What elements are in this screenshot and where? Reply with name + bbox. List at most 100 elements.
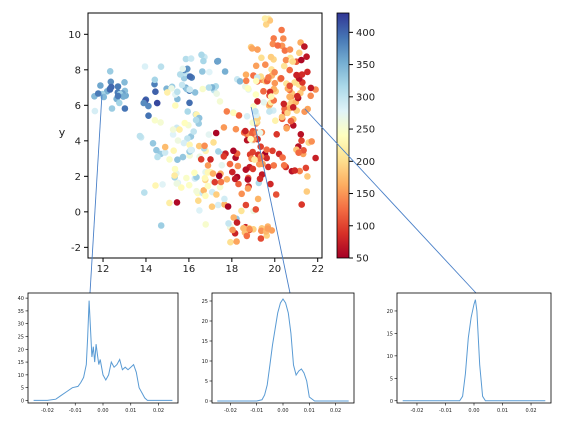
scatter-point xyxy=(263,154,271,162)
scatter-ylabel: y xyxy=(59,126,66,139)
x-tick-label: 22 xyxy=(311,264,324,275)
scatter-point xyxy=(106,86,114,93)
scatter-point xyxy=(179,65,187,73)
scatter-point xyxy=(186,99,193,107)
scatter-point xyxy=(184,108,191,115)
scatter-point xyxy=(223,176,231,183)
scatter-point xyxy=(229,168,236,176)
scatter-point xyxy=(282,56,290,64)
scatter-point xyxy=(154,153,161,161)
scatter-point xyxy=(174,88,181,96)
scatter-point xyxy=(169,131,177,138)
scatter-point xyxy=(283,125,290,132)
x-tick-label: 0.00 xyxy=(97,408,108,414)
callout-line xyxy=(304,108,477,294)
scatter-point xyxy=(171,165,179,173)
scatter-point xyxy=(202,192,209,200)
scatter-point xyxy=(197,156,205,163)
scatter-point xyxy=(247,135,254,143)
colorbar-tick-label: 100 xyxy=(356,221,375,232)
scatter-point xyxy=(176,71,184,78)
x-tick-label: 16 xyxy=(183,264,196,275)
scatter-point xyxy=(291,79,298,86)
y-tick-label: 5 xyxy=(21,386,24,392)
x-tick-label: 14 xyxy=(140,264,153,275)
x-tick-label: -0.01 xyxy=(439,408,452,414)
scatter-point xyxy=(240,224,247,232)
scatter-point xyxy=(199,68,206,75)
scatter-point xyxy=(277,75,285,82)
x-tick-label: -0.02 xyxy=(41,408,54,414)
scatter-point xyxy=(244,176,252,183)
scatter-point xyxy=(248,45,256,52)
scatter-point xyxy=(217,178,225,186)
scatter-point xyxy=(183,174,190,182)
scatter-point xyxy=(289,58,297,65)
scatter-point xyxy=(304,173,311,180)
colorbar-tick-label: 350 xyxy=(356,60,375,71)
scatter-point xyxy=(298,56,305,64)
scatter-point xyxy=(151,117,159,124)
scatter-point xyxy=(242,127,249,135)
scatter-point xyxy=(286,46,294,53)
scatter-point xyxy=(260,99,268,106)
colorbar-tick-label: 250 xyxy=(356,125,375,136)
x-tick-label: 0.02 xyxy=(330,408,341,414)
scatter-point xyxy=(174,137,182,144)
scatter-point xyxy=(235,180,242,188)
scatter-point xyxy=(307,84,315,92)
density-line xyxy=(217,298,349,402)
scatter-point xyxy=(166,199,173,207)
scatter-point xyxy=(301,43,308,50)
scatter-point xyxy=(261,15,269,22)
x-tick-label: 0.02 xyxy=(525,408,536,414)
scatter-point xyxy=(238,190,245,198)
scatter-point xyxy=(174,156,181,163)
scatter-point xyxy=(186,73,194,80)
y-tick-label: 0 xyxy=(205,399,208,405)
y-tick-label: 25 xyxy=(202,299,208,305)
scatter-point xyxy=(161,149,169,156)
scatter-point xyxy=(267,53,275,61)
scatter-point xyxy=(220,153,228,160)
scatter-point xyxy=(193,187,200,195)
scatter-point xyxy=(91,107,99,115)
scatter-point xyxy=(120,93,127,100)
scatter-point xyxy=(186,86,194,93)
scatter-point xyxy=(215,172,223,180)
scatter-point xyxy=(238,207,245,215)
scatter-point xyxy=(252,77,260,85)
scatter-point xyxy=(274,42,282,49)
scatter-point xyxy=(230,214,237,221)
y-tick-label: 35 xyxy=(18,309,24,315)
scatter-point xyxy=(298,201,306,208)
callout-lines xyxy=(89,94,477,294)
colorbar-tick-label: 300 xyxy=(356,92,375,103)
y-tick-label: 4 xyxy=(75,136,81,147)
y-tick-label: 15 xyxy=(18,360,24,366)
scatter-point xyxy=(173,199,181,206)
scatter-point xyxy=(213,191,220,198)
scatter-point xyxy=(152,88,159,95)
y-tick-label: 10 xyxy=(387,354,393,360)
scatter-point xyxy=(242,77,250,85)
scatter-point xyxy=(202,221,209,228)
panel-frame xyxy=(211,292,355,404)
scatter-point xyxy=(272,117,279,124)
scatter-point xyxy=(252,206,260,213)
scatter-point xyxy=(108,105,116,112)
scatter-point xyxy=(205,84,213,91)
x-tick-label: 0.01 xyxy=(497,408,508,414)
scatter-point xyxy=(176,126,183,133)
scatter-point xyxy=(231,175,239,183)
scatter-point xyxy=(191,89,199,96)
scatter-point xyxy=(295,149,302,156)
scatter-point xyxy=(157,119,164,126)
scatter-point xyxy=(191,169,198,177)
y-tick-label: 10 xyxy=(68,30,81,41)
y-tick-label: 20 xyxy=(387,309,393,315)
scatter-point xyxy=(195,197,202,204)
scatter-point xyxy=(269,147,276,155)
scatter-point xyxy=(178,184,185,191)
scatter-point xyxy=(281,47,289,54)
